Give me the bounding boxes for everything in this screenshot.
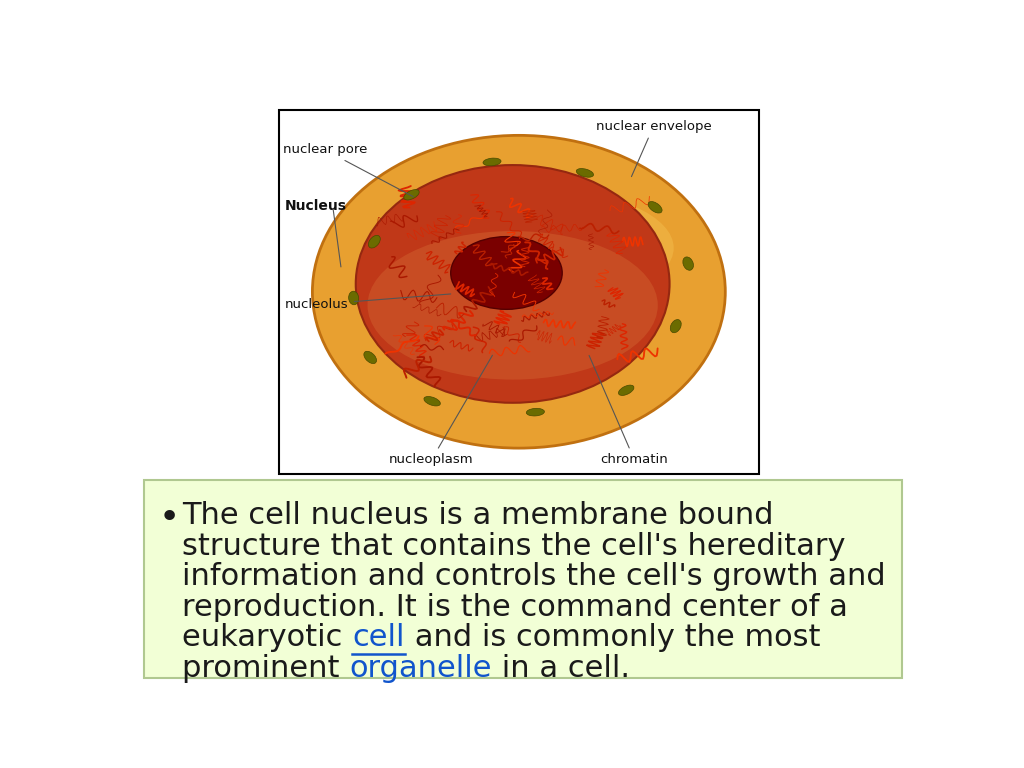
Text: The cell nucleus is a membrane bound: The cell nucleus is a membrane bound [182, 502, 773, 531]
Text: chromatin: chromatin [589, 356, 669, 466]
Ellipse shape [355, 165, 670, 402]
Text: and is commonly the most: and is commonly the most [404, 624, 820, 652]
Ellipse shape [483, 158, 501, 166]
Text: nuclear pore: nuclear pore [283, 144, 413, 197]
FancyBboxPatch shape [143, 479, 902, 677]
Ellipse shape [577, 168, 594, 177]
Text: nuclear envelope: nuclear envelope [596, 120, 712, 177]
Ellipse shape [403, 190, 419, 200]
Text: Nucleus: Nucleus [285, 199, 347, 214]
Text: eukaryotic: eukaryotic [182, 624, 352, 652]
Ellipse shape [369, 235, 380, 248]
Ellipse shape [406, 189, 674, 306]
Ellipse shape [648, 201, 663, 213]
Text: organelle: organelle [349, 654, 492, 683]
Ellipse shape [671, 319, 681, 333]
Text: nucleolus: nucleolus [285, 294, 451, 311]
Ellipse shape [368, 231, 657, 379]
Ellipse shape [424, 396, 440, 406]
Text: prominent: prominent [182, 654, 349, 683]
Ellipse shape [348, 291, 358, 305]
Ellipse shape [618, 385, 634, 396]
Text: nucleoplasm: nucleoplasm [389, 356, 493, 466]
Text: structure that contains the cell's hereditary: structure that contains the cell's hered… [182, 532, 846, 561]
Ellipse shape [526, 409, 545, 416]
Text: •: • [158, 502, 179, 535]
Text: information and controls the cell's growth and: information and controls the cell's grow… [182, 562, 886, 591]
Text: in a cell.: in a cell. [492, 654, 630, 683]
Ellipse shape [451, 237, 562, 310]
Ellipse shape [683, 257, 693, 270]
Text: reproduction. It is the command center of a: reproduction. It is the command center o… [182, 593, 848, 622]
FancyBboxPatch shape [279, 110, 759, 474]
Text: cell: cell [352, 624, 404, 652]
Ellipse shape [312, 135, 725, 449]
Ellipse shape [364, 351, 377, 363]
